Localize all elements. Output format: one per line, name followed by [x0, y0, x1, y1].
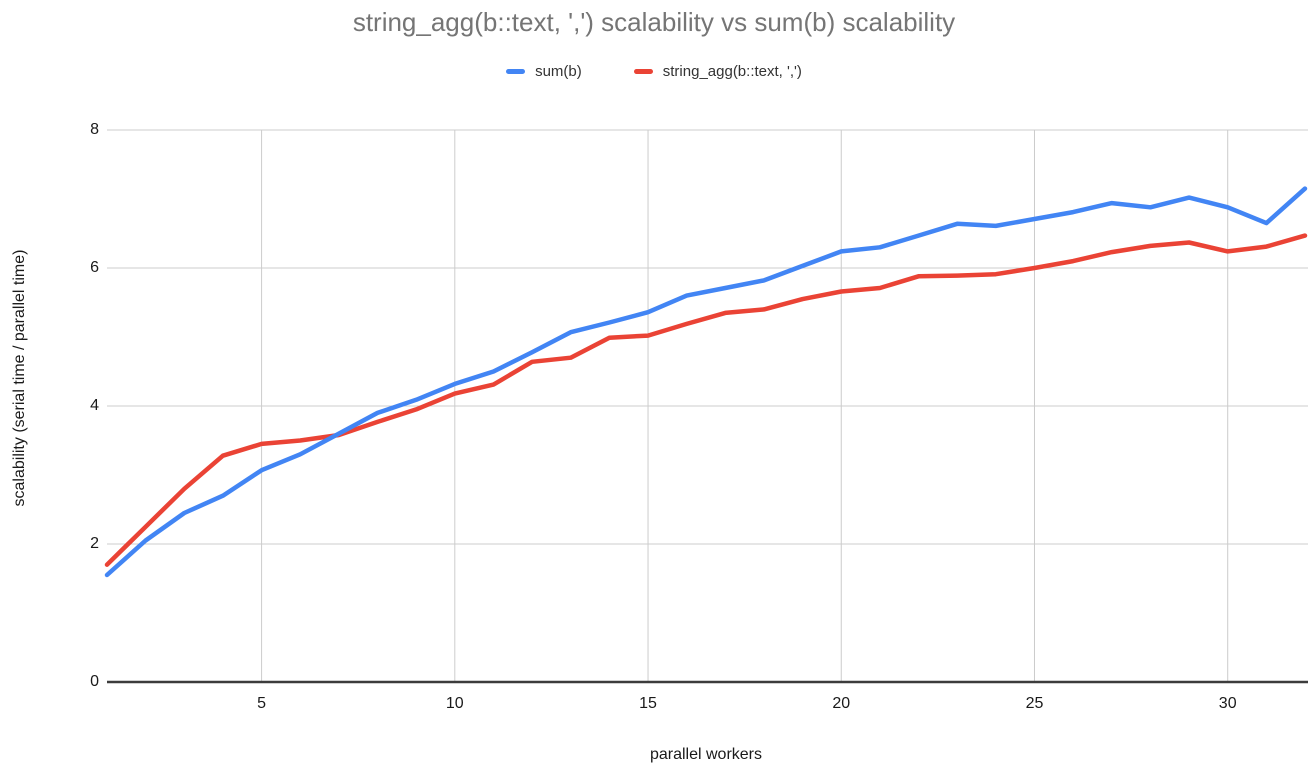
chart-title: string_agg(b::text, ',') scalability vs … [352, 7, 956, 37]
x-tick-label-5: 5 [257, 695, 267, 712]
y-tick-label-6: 6 [90, 259, 99, 276]
series-line-1 [104, 233, 1308, 567]
x-axis-title: parallel workers [649, 746, 763, 763]
x-tick-label-15: 15 [639, 695, 657, 712]
legend-item-sum: sum(b) [506, 63, 582, 80]
series-line-0 [104, 186, 1308, 578]
x-tick-label-10: 10 [445, 695, 464, 712]
legend-swatch-string-agg-icon [633, 69, 653, 74]
x-tick-label-20: 20 [832, 695, 851, 712]
y-tick-label-8: 8 [90, 121, 99, 138]
y-tick-label-4: 4 [90, 397, 99, 414]
legend-item-string-agg: string_agg(b::text, ',') [633, 63, 802, 80]
legend-swatch-sum-icon [506, 69, 526, 74]
legend-label-sum: sum(b) [535, 63, 582, 80]
x-tick-label-30: 30 [1218, 695, 1237, 712]
legend-label-string-agg: string_agg(b::text, ',') [662, 63, 802, 80]
y-axis-title: scalability (serial time / parallel time… [11, 249, 28, 507]
legend: sum(b) string_agg(b::text, ',') [0, 63, 1308, 80]
y-tick-label-2: 2 [90, 535, 99, 552]
x-tick-label-25: 25 [1025, 695, 1044, 712]
y-tick-label-0: 0 [90, 673, 99, 690]
